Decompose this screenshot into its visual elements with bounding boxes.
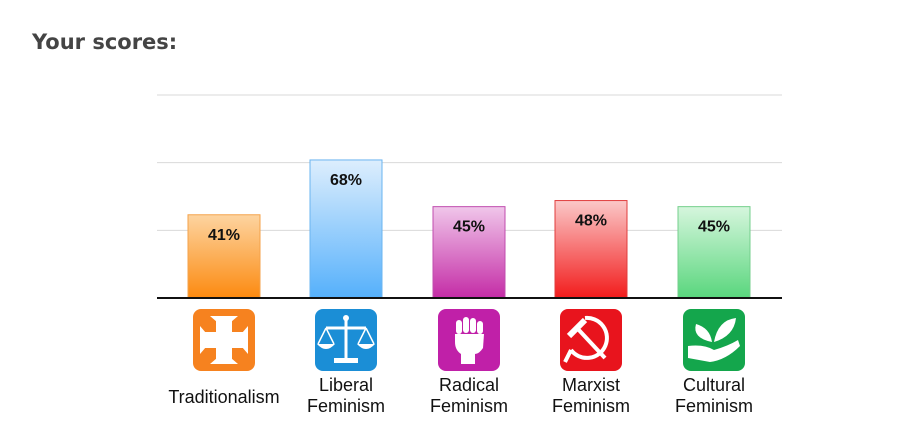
category-label: Marxist Feminism: [552, 375, 630, 416]
value-label: 45%: [698, 219, 730, 236]
bar-radical-feminism: [432, 206, 506, 299]
value-label: 68%: [330, 172, 362, 189]
bar-liberal-feminism: [309, 159, 383, 299]
category-label: Traditionalism: [168, 387, 279, 407]
category-label: Cultural Feminism: [675, 375, 753, 416]
category-label: Liberal Feminism: [307, 375, 385, 416]
value-label: 45%: [453, 219, 485, 236]
value-label: 48%: [575, 213, 607, 230]
bar-cultural-feminism: [677, 206, 751, 299]
section-heading: Your scores:: [32, 30, 178, 54]
raised-fist-icon: [438, 309, 500, 371]
hand-leaf-icon: [683, 309, 745, 371]
cross-icon: [193, 309, 255, 371]
scales-icon: [315, 309, 377, 371]
value-label: 41%: [208, 227, 240, 244]
category-label: Radical Feminism: [430, 375, 508, 416]
bar-marxist-feminism: [554, 200, 628, 299]
hammer-sickle-icon: [560, 309, 622, 371]
